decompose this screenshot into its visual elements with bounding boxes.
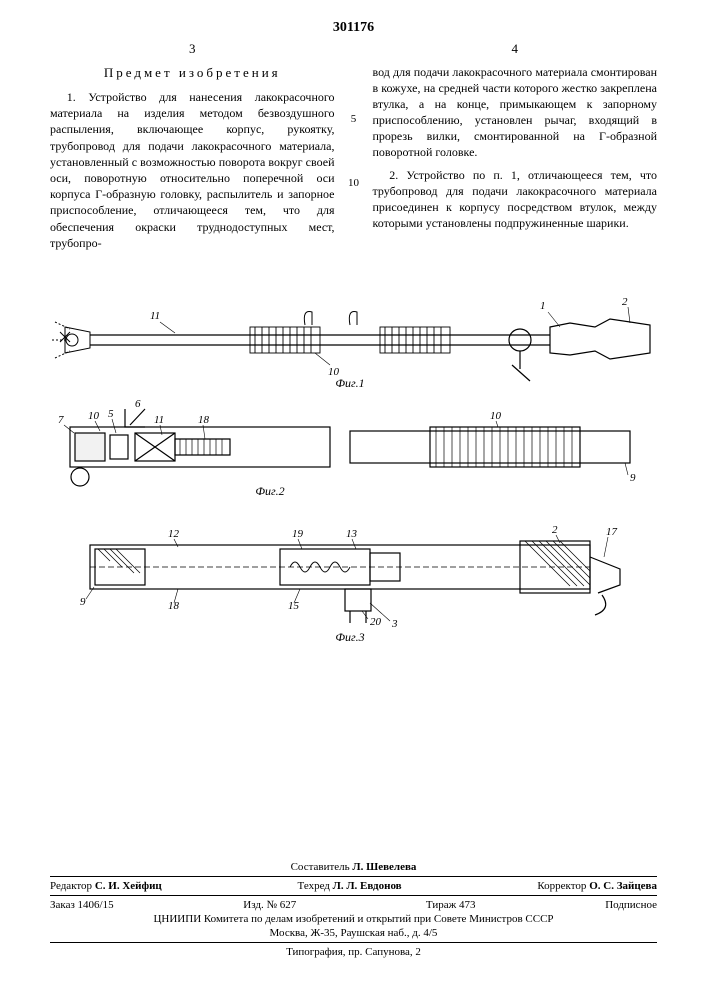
- fig3-label: Фиг.3: [335, 630, 364, 644]
- editor-name: С. И. Хейфиц: [95, 880, 162, 892]
- callout-2: 2: [622, 296, 628, 308]
- organization: ЦНИИПИ Комитета по делам изобретений и о…: [50, 913, 657, 925]
- left-col-number: 3: [50, 40, 335, 58]
- corrector-label: Корректор: [537, 880, 586, 892]
- callout-7: 7: [58, 414, 64, 426]
- callout-11b: 11: [154, 414, 164, 426]
- callout-9a: 9: [630, 472, 636, 484]
- izd-number: Изд. № 627: [243, 899, 296, 911]
- compiler-name: Л. Шевелева: [352, 861, 416, 873]
- callout-19: 19: [292, 528, 304, 540]
- tirazh: Тираж 473: [426, 899, 476, 911]
- right-col-number: 4: [373, 40, 658, 58]
- callout-12: 12: [168, 528, 180, 540]
- podpisnoe: Подписное: [605, 899, 657, 911]
- figures-block: 11 10 1 2 Фиг.1: [50, 277, 657, 647]
- callout-10b: 10: [88, 410, 100, 422]
- claim-1-left: 1. Устройство для нанесения лакокрасочно…: [50, 89, 335, 251]
- org-address: Москва, Ж-35, Раушская наб., д. 4/5: [50, 927, 657, 939]
- callout-3: 3: [391, 618, 398, 630]
- tech-name: Л. Л. Евдонов: [333, 880, 402, 892]
- fig1-label: Фиг.1: [335, 376, 364, 390]
- text-columns: 3 Предмет изобретения 1. Устройство для …: [50, 40, 657, 257]
- callout-10c: 10: [490, 410, 502, 422]
- claim-2: 2. Устройство по п. 1, отличающееся тем,…: [373, 167, 658, 232]
- callout-1: 1: [540, 300, 546, 312]
- callout-5: 5: [108, 408, 114, 420]
- technical-drawing: 11 10 1 2 Фиг.1: [50, 277, 657, 647]
- corrector-name: О. С. Зайцева: [589, 880, 657, 892]
- fig2-label: Фиг.2: [255, 484, 284, 498]
- callout-15: 15: [288, 600, 300, 612]
- callout-17: 17: [606, 526, 618, 538]
- order-number: Заказ 1406/15: [50, 899, 114, 911]
- typography: Типография, пр. Сапунова, 2: [50, 946, 657, 958]
- editor-label: Редактор: [50, 880, 92, 892]
- callout-20: 20: [370, 616, 382, 628]
- figure-3: 9 12 19 13 18 15 20 3 2: [80, 524, 620, 644]
- callout-18b: 18: [168, 600, 180, 612]
- subject-heading: Предмет изобретения: [50, 64, 335, 82]
- callout-6: 6: [135, 398, 141, 410]
- tech-label: Техред: [298, 880, 330, 892]
- figure-1: 11 10 1 2 Фиг.1: [52, 296, 650, 390]
- line-mark-10: 10: [348, 176, 359, 191]
- document-number: 301176: [50, 20, 657, 36]
- callout-2b: 2: [552, 524, 558, 536]
- line-number-gutter: 5 10: [347, 40, 361, 257]
- imprint-footer: Составитель Л. Шевелева Редактор С. И. Х…: [50, 859, 657, 960]
- compiler-label: Составитель: [291, 861, 350, 873]
- callout-18a: 18: [198, 414, 210, 426]
- figure-2: 7 10 5 6 11 18 10 9 Фиг.2: [58, 398, 636, 498]
- right-column: 4 вод для подачи лакокрасочного материал…: [373, 40, 658, 257]
- callout-9b: 9: [80, 596, 86, 608]
- callout-13: 13: [346, 528, 358, 540]
- line-mark-5: 5: [351, 112, 357, 127]
- callout-11: 11: [150, 310, 160, 322]
- left-column: 3 Предмет изобретения 1. Устройство для …: [50, 40, 335, 257]
- claim-1-right: вод для подачи лакокрасочного материала …: [373, 64, 658, 161]
